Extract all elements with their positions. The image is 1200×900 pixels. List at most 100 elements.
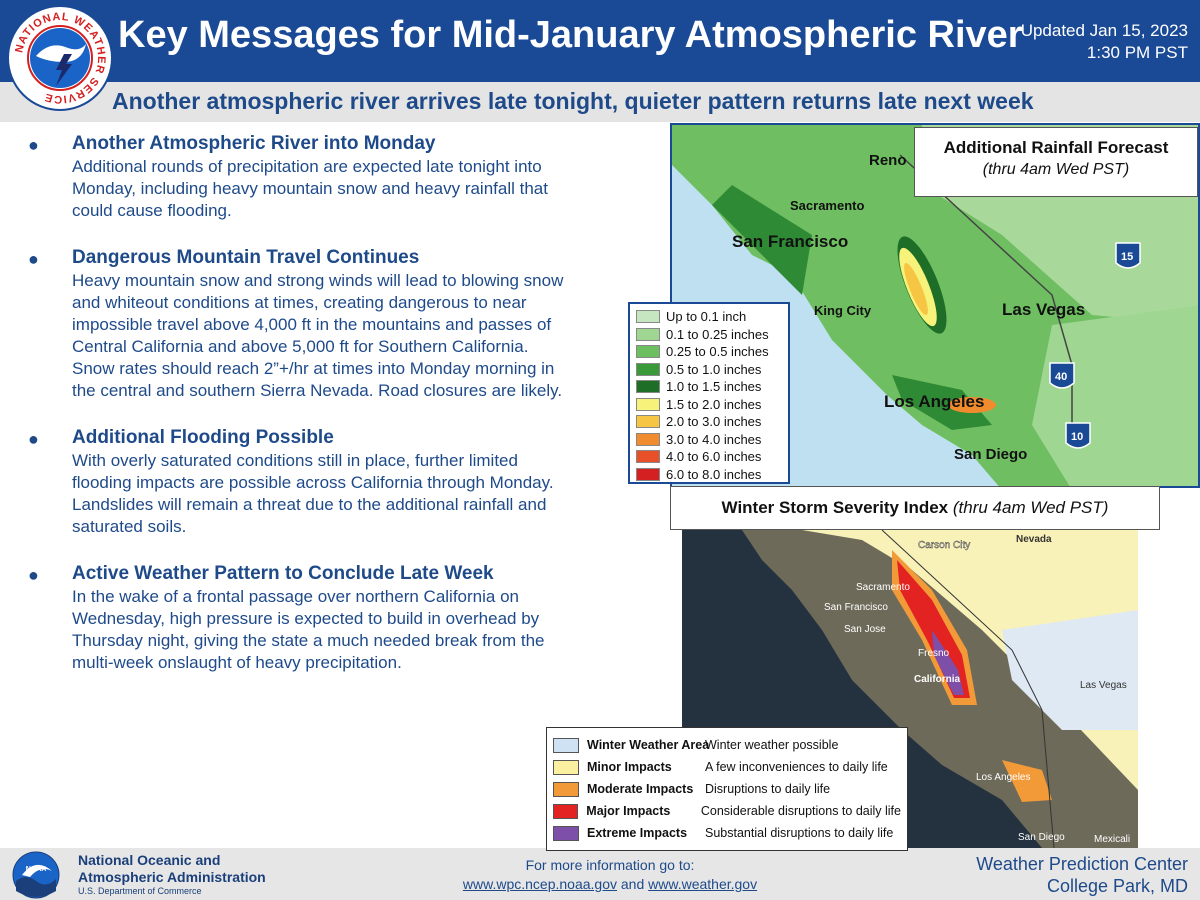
wssi-map-graphic: Carson City Nevada Sacramento San Franci… — [682, 530, 1138, 848]
legend-description: Winter weather possible — [705, 738, 839, 752]
city-label-los-angeles: Los Angeles — [976, 772, 1031, 783]
legend-description: Disruptions to daily life — [705, 782, 831, 796]
noaa-name: National Oceanic and Atmospheric Adminis… — [78, 852, 266, 886]
legend-description: A few inconveniences to daily life — [705, 760, 888, 774]
city-label-san-diego: San Diego — [954, 446, 1027, 463]
rainfall-map-subtitle: (thru 4am Wed PST) — [982, 161, 1130, 178]
wssi-title-italic: (thru 4am Wed PST) — [952, 498, 1109, 517]
key-message-text: With overly saturated conditions still i… — [72, 451, 554, 536]
legend-label: 1.5 to 2.0 inches — [666, 396, 762, 412]
rainfall-legend-item: 1.0 to 1.5 inches — [636, 378, 782, 396]
rainfall-map-title-box: Additional Rainfall Forecast (thru 4am W… — [914, 127, 1198, 197]
wssi-legend: Winter Weather Area Winter weather possib… — [546, 727, 908, 851]
rainfall-legend-item: 0.25 to 0.5 inches — [636, 343, 782, 361]
interstate-10-shield-icon: 10 — [1065, 422, 1091, 449]
legend-swatch — [636, 310, 660, 324]
winter-weather-area — [1002, 610, 1138, 730]
key-message-text: Additional rounds of precipitation are e… — [72, 157, 548, 220]
rainfall-legend-item: 1.5 to 2.0 inches — [636, 396, 782, 414]
city-label-carson-city: Carson City — [918, 540, 970, 551]
rainfall-map-title: Additional Rainfall Forecast — [943, 138, 1169, 157]
legend-label: 3.0 to 4.0 inches — [666, 431, 762, 447]
svg-text:15: 15 — [1121, 251, 1133, 263]
wpc-name: Weather Prediction Center — [976, 854, 1188, 874]
legend-swatch — [636, 415, 660, 429]
city-label-reno: Reno — [869, 152, 907, 169]
state-border — [899, 154, 1073, 425]
nws-logo-icon: NATIONAL WEATHER SERVICE — [7, 5, 113, 111]
updated-date: Updated Jan 15, 2023 — [1020, 21, 1188, 40]
state-border — [881, 530, 1055, 848]
svg-text:NOAA: NOAA — [26, 866, 47, 873]
interstate-40-shield-icon: 40 — [1049, 362, 1075, 389]
rainfall-legend-item: Up to 0.1 inch — [636, 308, 782, 326]
legend-swatch — [636, 345, 660, 359]
key-message-2: ● Dangerous Mountain Travel Continues He… — [24, 246, 564, 402]
page-subtitle: Another atmospheric river arrives late t… — [112, 88, 1034, 114]
legend-label: 0.1 to 0.25 inches — [666, 326, 769, 342]
key-message-text: In the wake of a frontal passage over no… — [72, 587, 545, 672]
wpc-credit: Weather Prediction Center College Park, … — [976, 853, 1188, 897]
legend-label: 2.0 to 3.0 inches — [666, 414, 762, 430]
legend-category: Winter Weather Area — [587, 738, 710, 752]
legend-label: 4.0 to 6.0 inches — [666, 449, 762, 465]
rainfall-legend-item: 6.0 to 8.0 inches — [636, 466, 782, 484]
city-label-king-city: King City — [814, 303, 872, 318]
city-label-los-angeles: Los Angeles — [884, 392, 984, 411]
legend-description: Considerable disruptions to daily life — [700, 804, 901, 818]
key-message-title: Active Weather Pattern to Conclude Late … — [72, 563, 494, 584]
legend-description: Substantial disruptions to daily life — [705, 826, 894, 840]
city-label-san-diego: San Diego — [1018, 832, 1065, 843]
svg-text:10: 10 — [1071, 431, 1083, 443]
legend-category: Major Impacts — [586, 804, 671, 818]
wpc-link[interactable]: www.wpc.ncep.noaa.gov — [462, 876, 617, 892]
socal-moderate-area — [1002, 760, 1052, 802]
legend-swatch — [636, 397, 660, 411]
updated-timestamp: Updated Jan 15, 2023 1:30 PM PST — [1021, 20, 1188, 64]
wssi-title-bold: Winter Storm Severity Index — [721, 498, 949, 517]
wssi-legend-item: Winter Weather Area Winter weather possib… — [553, 734, 901, 756]
weather-gov-link[interactable]: www.weather.gov — [648, 876, 758, 892]
city-label-las-vegas: Las Vegas — [1002, 300, 1085, 319]
city-label-sacramento: Sacramento — [856, 582, 910, 593]
rainfall-legend-item: 3.0 to 4.0 inches — [636, 431, 782, 449]
legend-swatch — [636, 467, 660, 481]
bullet-dot-icon: ● — [28, 249, 39, 269]
socal-heavy-rain — [948, 397, 996, 413]
legend-label: 6.0 to 8.0 inches — [666, 466, 762, 482]
legend-swatch — [636, 327, 660, 341]
city-label-san-francisco: San Francisco — [824, 602, 888, 613]
legend-category: Minor Impacts — [587, 760, 672, 774]
city-label-mexicali: Mexicali — [1094, 834, 1130, 845]
noaa-logo-icon: NOAA — [12, 851, 60, 899]
svg-text:40: 40 — [1055, 371, 1067, 383]
legend-swatch — [636, 432, 660, 446]
bullet-dot-icon: ● — [28, 135, 39, 155]
more-info-label: For more information go to: — [525, 857, 695, 873]
city-label-las-vegas: Las Vegas — [1080, 680, 1127, 691]
subheader-bar — [0, 82, 1200, 122]
minor-impacts-area — [802, 530, 1138, 790]
city-label-san-francisco: San Francisco — [732, 232, 848, 251]
interstate-15-shield-icon: 15 — [1115, 242, 1141, 269]
region-label-nevada: Nevada — [1016, 534, 1052, 545]
legend-label: 0.25 to 0.5 inches — [666, 344, 769, 360]
legend-swatch — [553, 759, 579, 775]
key-message-title: Dangerous Mountain Travel Continues — [72, 247, 420, 268]
more-info: For more information go to: www.wpc.ncep… — [440, 856, 780, 894]
key-message-title: Another Atmospheric River into Monday — [72, 133, 436, 154]
sierra-heavy-rain — [904, 262, 928, 316]
wssi-legend-item: Major Impacts Considerable disruptions to… — [553, 800, 901, 822]
page-title: Key Messages for Mid-January Atmospheric… — [118, 14, 1023, 56]
coast-range-wet — [712, 185, 812, 295]
wssi-title-box: Winter Storm Severity Index (thru 4am We… — [670, 486, 1160, 530]
key-message-title: Additional Flooding Possible — [72, 427, 334, 448]
key-message-3: ● Additional Flooding Possible With over… — [24, 426, 564, 538]
legend-label: Up to 0.1 inch — [666, 309, 747, 325]
wpc-location: College Park, MD — [1046, 876, 1188, 896]
key-message-text: Heavy mountain snow and strong winds wil… — [72, 271, 564, 400]
legend-swatch — [553, 825, 579, 841]
rainfall-legend-item: 4.0 to 6.0 inches — [636, 448, 782, 466]
header-bar — [0, 0, 1200, 82]
city-label-fresno: Fresno — [918, 648, 950, 659]
